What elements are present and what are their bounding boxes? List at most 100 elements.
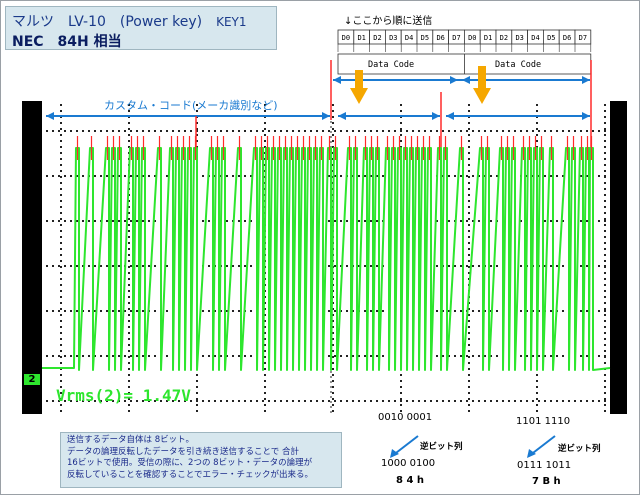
reverse-label-left: 逆ビット列 (420, 442, 463, 452)
grid-dot (226, 175, 228, 177)
grid-dot (430, 400, 432, 402)
grid-dot (292, 130, 294, 132)
grid-dot (264, 392, 266, 394)
grid-dot (468, 380, 470, 382)
grid-dot (468, 236, 470, 238)
grid-dot (184, 400, 186, 402)
grid-dot (544, 400, 546, 402)
grid-dot (304, 400, 306, 402)
grid-dot (196, 398, 198, 400)
grid-dot (468, 230, 470, 232)
grid-dot (128, 404, 130, 406)
grid-dot (496, 175, 498, 177)
grid-dot (130, 220, 132, 222)
grid-dot (46, 220, 48, 222)
grid-dot (328, 355, 330, 357)
grid-dot (376, 220, 378, 222)
grid-dot (190, 130, 192, 132)
grid-dot (468, 158, 470, 160)
grid-dot (106, 355, 108, 357)
grid-dot (208, 355, 210, 357)
bit-label: D7 (579, 34, 587, 42)
bit-table: D0 D1 D2 D3 D4 D5 D6 D7 D0 D1 D2 D3 D4 D5 D6 D7 (337, 29, 592, 75)
grid-dot (196, 130, 198, 132)
grid-dot (400, 130, 402, 132)
grid-dot (46, 355, 48, 357)
grid-dot (166, 355, 168, 357)
grid-dot (604, 338, 606, 340)
bit-label: D5 (547, 34, 555, 42)
bit-label: D4 (405, 34, 413, 42)
grid-dot (244, 175, 246, 177)
grid-dot (52, 175, 54, 177)
grid-dot (604, 242, 606, 244)
grid-dot (460, 355, 462, 357)
grid-dot (604, 296, 606, 298)
grid-dot (550, 310, 552, 312)
grid-dot (64, 130, 66, 132)
grid-dot (328, 130, 330, 132)
grid-dot (88, 400, 90, 402)
grid-dot (370, 130, 372, 132)
grid-dot (60, 284, 62, 286)
grid-dot (244, 130, 246, 132)
bit-label: D2 (500, 34, 508, 42)
grid-dot (128, 380, 130, 382)
grid-dot (220, 355, 222, 357)
grid-dot (468, 368, 470, 370)
grid-dot (468, 188, 470, 190)
grid-dot (604, 128, 606, 130)
grid-dot (514, 130, 516, 132)
grid-dot (514, 400, 516, 402)
grid-dot (496, 310, 498, 312)
grid-dot (166, 400, 168, 402)
grid-dot (468, 140, 470, 142)
grid-dot (358, 265, 360, 267)
grid-dot (124, 175, 126, 177)
grid-dot (214, 355, 216, 357)
grid-dot (382, 130, 384, 132)
grid-dot (332, 398, 334, 400)
grid-dot (60, 296, 62, 298)
grid-dot (536, 392, 538, 394)
grid-dot (532, 130, 534, 132)
grid-dot (128, 146, 130, 148)
grid-dot (250, 265, 252, 267)
grid-dot (128, 350, 130, 352)
grid-dot (232, 310, 234, 312)
grid-dot (334, 355, 336, 357)
grid-dot (352, 400, 354, 402)
grid-dot (598, 220, 600, 222)
grid-dot (154, 265, 156, 267)
grid-dot (264, 296, 266, 298)
grid-dot (154, 130, 156, 132)
grid-dot (328, 175, 330, 177)
grid-dot (406, 130, 408, 132)
grid-dot (94, 400, 96, 402)
grid-dot (592, 400, 594, 402)
hex-right: 7 B h (532, 476, 561, 487)
grid-dot (536, 140, 538, 142)
grid-dot (586, 400, 588, 402)
custom-code-label: カスタム・コード(メーカ識別など) (104, 99, 278, 112)
grid-dot (532, 355, 534, 357)
grid-dot (604, 146, 606, 148)
grid-dot (472, 310, 474, 312)
grid-dot (604, 272, 606, 274)
grid-dot (346, 310, 348, 312)
scope-right-bar (610, 101, 627, 414)
grid-dot (556, 265, 558, 267)
grid-dot (166, 130, 168, 132)
grid-dot (76, 400, 78, 402)
grid-dot (520, 310, 522, 312)
grid-dot (60, 308, 62, 310)
grid-dot (196, 410, 198, 412)
grid-dot (60, 350, 62, 352)
grid-dot (332, 122, 334, 124)
grid-dot (332, 338, 334, 340)
grid-dot (244, 400, 246, 402)
grid-dot (468, 350, 470, 352)
grid-dot (310, 130, 312, 132)
grid-dot (280, 400, 282, 402)
grid-dot (448, 400, 450, 402)
